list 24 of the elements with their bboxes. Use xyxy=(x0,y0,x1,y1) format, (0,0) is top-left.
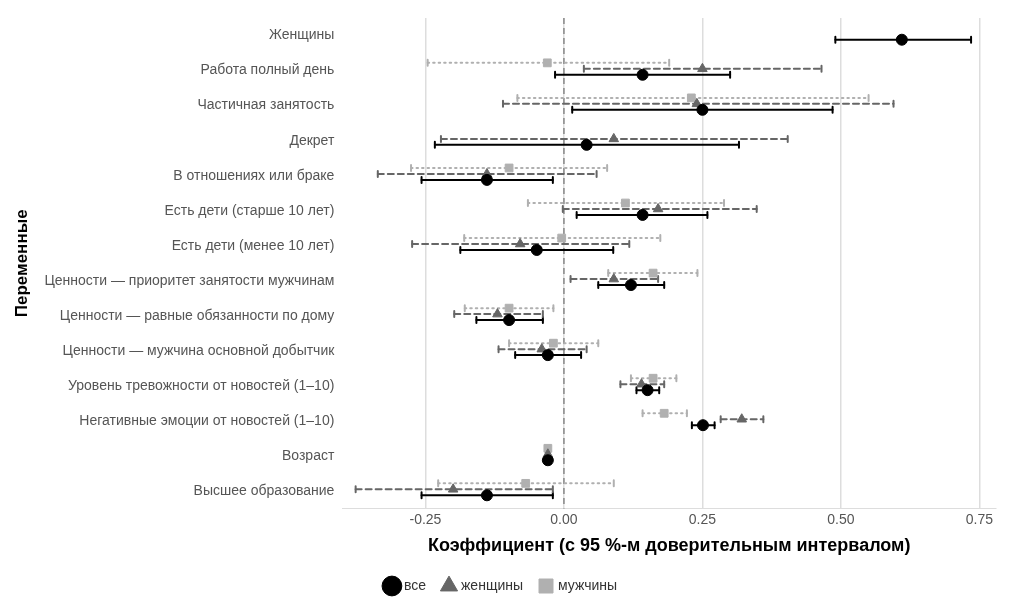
x-tick-label: 0.25 xyxy=(688,510,717,527)
x-tick-label: -0.25 xyxy=(409,510,442,527)
y-tick-label: Частичная занятость xyxy=(197,96,335,113)
y-tick-label: Есть дети (старше 10 лет) xyxy=(164,201,335,218)
x-tick-label: 0.75 xyxy=(965,510,994,527)
y-tick-label: Ценности — приоритет занятости мужчинам xyxy=(44,271,335,288)
y-tick-label: Есть дети (менее 10 лет) xyxy=(171,236,335,253)
y-tick-label: Негативные эмоции от новостей (1–10) xyxy=(79,411,335,428)
x-tick-label: 0.00 xyxy=(550,510,578,527)
y-tick-label: Возраст xyxy=(281,446,335,463)
y-axis-title: Переменные xyxy=(11,209,31,318)
legend-label: мужчины xyxy=(558,576,618,593)
legend-label: все xyxy=(403,576,427,593)
y-tick-label: Женщины xyxy=(268,26,335,43)
x-axis-title: Коэффициент (с 95 %-м доверительным интервалом) xyxy=(427,535,911,556)
y-tick-label: Ценности — мужчина основной добытчик xyxy=(62,341,336,358)
y-tick-label: Декрет xyxy=(289,131,335,148)
x-tick-label: 0.50 xyxy=(827,510,855,527)
legend-label: женщины xyxy=(461,576,524,593)
y-tick-label: В отношениях или браке xyxy=(173,166,335,183)
y-tick-label: Работа полный день xyxy=(200,61,335,78)
y-tick-label: Уровень тревожности от новостей (1–10) xyxy=(68,376,335,393)
y-tick-label: Высшее образование xyxy=(193,481,335,498)
y-tick-label: Ценности — равные обязанности по дому xyxy=(59,306,335,323)
